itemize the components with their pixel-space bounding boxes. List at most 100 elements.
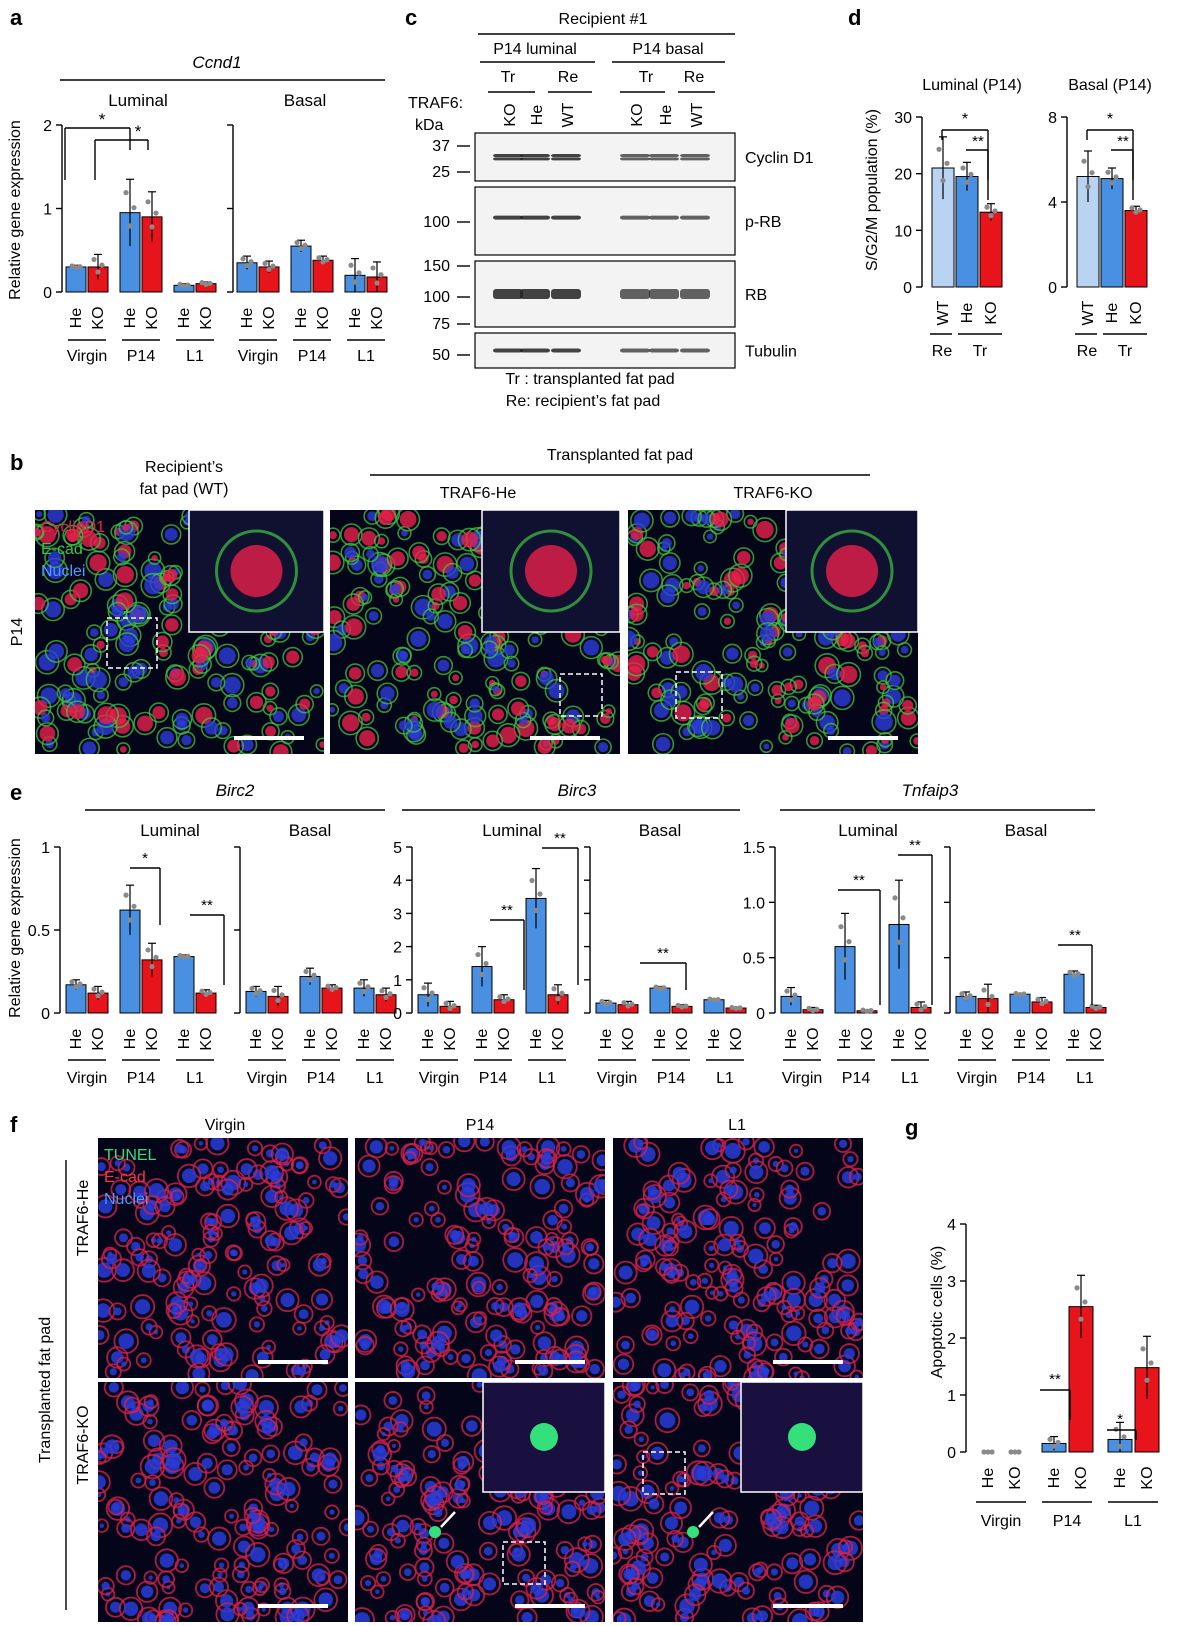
group-label: P14 basal — [632, 41, 703, 58]
membrane-stain — [767, 680, 787, 700]
nucleus-stain — [556, 1312, 566, 1322]
membrane-stain — [409, 1517, 427, 1536]
y-tick-label: 4 — [1048, 195, 1057, 212]
nucleus-stain — [459, 556, 475, 572]
membrane-stain — [413, 1138, 432, 1152]
nucleus-stain — [737, 1296, 745, 1304]
membrane-stain — [456, 1583, 475, 1601]
bar-label: KO — [674, 1027, 691, 1050]
membrane-stain — [613, 1480, 632, 1507]
nucleus-stain — [121, 1523, 131, 1533]
group-label: Basal — [639, 821, 682, 840]
nucleus-stain — [709, 1262, 715, 1268]
data-point — [199, 988, 205, 994]
membrane-stain — [449, 1474, 470, 1496]
data-point — [1113, 174, 1119, 180]
membrane-stain — [182, 1269, 202, 1289]
nucleus-stain — [361, 712, 371, 722]
nucleus-stain — [723, 1220, 739, 1237]
nucleus-stain — [35, 527, 41, 537]
nucleus-stain — [297, 1326, 302, 1331]
membrane-stain — [745, 655, 763, 672]
data-point — [378, 272, 384, 278]
membrane-stain — [756, 1362, 775, 1378]
nucleus-stain — [261, 1305, 268, 1312]
nucleus-stain — [583, 639, 600, 656]
nucleus-stain — [741, 1586, 751, 1595]
membrane-stain — [318, 1146, 343, 1171]
bar-label: He — [248, 1029, 265, 1050]
protein-band — [493, 157, 523, 161]
nucleus-stain — [355, 1509, 365, 1526]
protein-band — [649, 215, 679, 220]
nucleus-stain — [242, 1269, 248, 1275]
nucleus-stain — [330, 706, 336, 713]
membrane-stain — [116, 1356, 132, 1372]
gene-title: Tnfaip3 — [902, 781, 959, 800]
membrane-stain — [44, 639, 68, 663]
membrane-stain — [856, 644, 874, 662]
membrane-stain — [434, 1577, 455, 1598]
data-point — [95, 993, 101, 999]
membrane-stain — [849, 1369, 863, 1378]
membrane-stain — [515, 1512, 542, 1539]
nucleus-stain — [248, 1453, 258, 1463]
significance-star: ** — [501, 902, 513, 919]
data-point — [266, 266, 272, 272]
membrane-stain — [574, 1181, 600, 1207]
nucleus-stain — [431, 1335, 445, 1350]
nucleus-stain — [686, 1388, 695, 1397]
membrane-stain — [556, 1218, 573, 1235]
nucleus-stain — [711, 1573, 728, 1589]
nucleus-stain — [182, 1607, 189, 1613]
nucleus-stain — [534, 1178, 550, 1195]
lane-label: KO — [502, 103, 519, 126]
nucleus-stain — [251, 1145, 259, 1152]
membrane-stain — [256, 1418, 278, 1440]
tunel-micrograph-art — [613, 1382, 863, 1622]
nucleus-stain — [794, 1516, 805, 1527]
group-label: P14 luminal — [493, 41, 577, 58]
nucleus-stain — [170, 1296, 184, 1310]
membrane-stain — [700, 1138, 725, 1161]
data-point — [683, 1003, 689, 1009]
data-point — [177, 952, 183, 959]
membrane-stain — [274, 1196, 299, 1221]
membrane-stain — [98, 1257, 117, 1283]
membrane-stain — [224, 1244, 242, 1262]
nucleus-stain — [430, 690, 438, 698]
bar-label: He — [420, 1029, 437, 1050]
condition-label: Virgin — [782, 1070, 823, 1087]
data-point — [1129, 205, 1135, 211]
bar-label: KO — [805, 1027, 822, 1050]
membrane-stain — [123, 661, 145, 683]
nucleus-stain — [393, 1486, 401, 1493]
protein-band — [620, 157, 650, 161]
y-axis-title: Apoptotic cells (%) — [929, 1246, 946, 1379]
nucleus-stain — [151, 554, 158, 562]
membrane-stain — [753, 1138, 775, 1158]
nucleus-stain — [265, 725, 277, 737]
membrane-stain — [496, 722, 521, 748]
membrane-stain — [419, 1399, 434, 1415]
membrane-stain — [315, 737, 324, 752]
membrane-stain — [92, 687, 109, 704]
nucleus-stain — [390, 551, 406, 566]
nucleus-stain — [728, 1320, 739, 1330]
membrane-stain — [874, 645, 890, 660]
membrane-stain — [415, 1536, 433, 1553]
nucleus-stain — [218, 647, 236, 665]
data-point — [989, 1449, 995, 1455]
membrane-stain — [775, 1159, 794, 1178]
y-tick-label: 1 — [947, 1388, 956, 1405]
membrane-stain — [448, 670, 463, 686]
membrane-stain — [671, 1212, 686, 1227]
nucleus-stain — [786, 1292, 801, 1307]
nucleus-stain — [343, 527, 359, 543]
nucleus-stain — [724, 1142, 741, 1159]
condition-label: P14 — [479, 1070, 508, 1087]
data-point — [383, 994, 389, 1000]
membrane-stain — [478, 1510, 502, 1535]
membrane-stain — [152, 631, 173, 653]
membrane-stain — [765, 1333, 784, 1352]
